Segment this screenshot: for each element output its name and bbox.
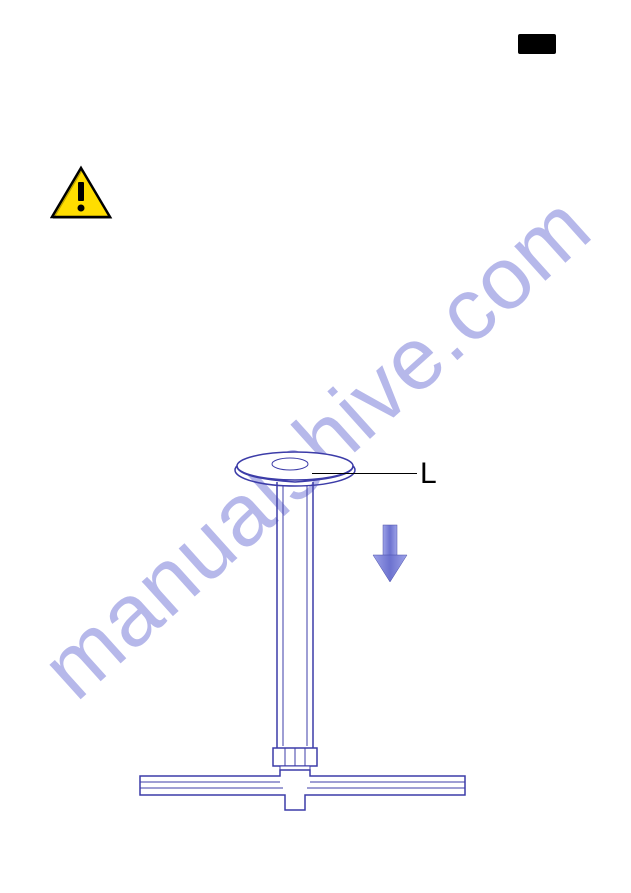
- column: [277, 482, 313, 748]
- page-marker: [518, 34, 556, 54]
- label-l: L: [420, 457, 437, 491]
- label-leader-line: [312, 473, 417, 474]
- top-plate: [235, 452, 355, 486]
- assembly-diagram: [135, 430, 495, 830]
- base-plate: [140, 770, 465, 810]
- down-arrow-icon: [373, 525, 407, 582]
- warning-icon: [50, 165, 114, 228]
